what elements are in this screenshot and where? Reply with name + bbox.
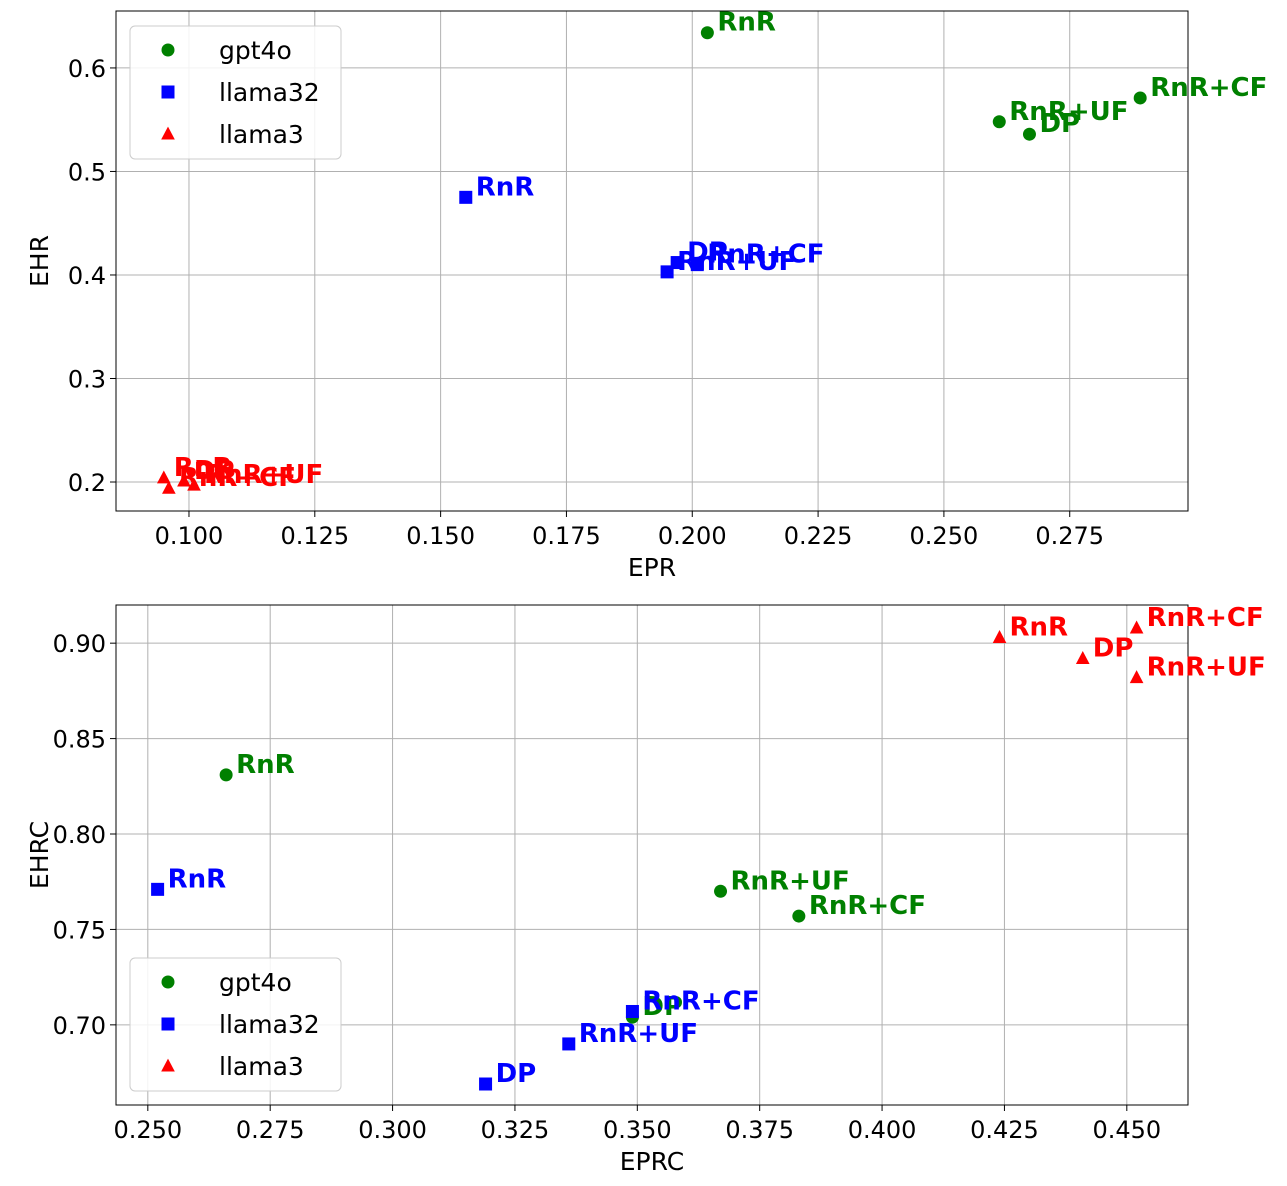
point-label: RnR+CF xyxy=(707,240,824,270)
point-label: RnR+UF xyxy=(579,1019,698,1049)
legend-entry-label: llama3 xyxy=(219,1052,304,1081)
x-tick-label: 0.125 xyxy=(280,522,349,550)
legend-entry-label: gpt4o xyxy=(219,36,292,65)
x-tick-label: 0.400 xyxy=(848,1116,917,1144)
data-point-llama3 xyxy=(177,473,191,487)
point-label: RnR+CF xyxy=(179,463,296,493)
point-label: RnR xyxy=(476,172,535,202)
legend-entry-label: gpt4o xyxy=(219,968,292,997)
legend-marker-llama3 xyxy=(161,126,175,140)
data-point-llama3 xyxy=(187,477,201,491)
point-label: DP xyxy=(642,992,683,1022)
data-point-llama3 xyxy=(1075,651,1090,664)
x-tick-label: 0.350 xyxy=(603,1116,672,1144)
y-tick-label: 0.80 xyxy=(53,821,106,849)
point-label: RnR+UF xyxy=(1009,97,1128,127)
x-tick-label: 0.300 xyxy=(358,1116,427,1144)
legend: gpt4o llama32 llama3 xyxy=(129,957,342,1092)
y-tick-label: 0.85 xyxy=(53,726,106,754)
x-tick-label: 0.250 xyxy=(113,1116,182,1144)
data-point-llama32 xyxy=(670,256,684,270)
point-label: RnR+UF xyxy=(204,460,323,490)
y-axis-label: EHRC xyxy=(25,821,54,889)
data-point-llama32 xyxy=(151,882,165,896)
point-label: RnR+CF xyxy=(1150,73,1267,103)
x-tick-label: 0.325 xyxy=(481,1116,550,1144)
legend-entry-label: llama32 xyxy=(219,1010,320,1039)
x-tick-label: 0.450 xyxy=(1092,1116,1161,1144)
x-tick-label: 0.100 xyxy=(155,522,224,550)
point-label: RnR xyxy=(1010,612,1069,642)
eprc-ehrc-scatter-plot: 0.250 0.275 0.300 0.325 0.350 0.375 0.400 0.425… xyxy=(25,603,1266,1176)
data-point-llama32 xyxy=(479,1077,493,1091)
x-tick-label: 0.250 xyxy=(910,522,979,550)
x-tick-label: 0.275 xyxy=(236,1116,305,1144)
data-point-gpt4o xyxy=(792,909,806,923)
data-point-gpt4o xyxy=(1022,127,1036,141)
legend-marker-gpt4o xyxy=(161,43,175,57)
x-tick-label: 0.425 xyxy=(970,1116,1039,1144)
legend-marker-llama32 xyxy=(161,1017,175,1031)
y-tick-label: 0.6 xyxy=(68,55,106,83)
y-tick-label: 0.75 xyxy=(53,916,106,944)
legend: gpt4o llama32 llama3 xyxy=(129,25,342,160)
legend-box xyxy=(129,957,342,1092)
data-point-gpt4o xyxy=(1133,91,1147,105)
x-tick-label: 0.275 xyxy=(1035,522,1104,550)
data-point-gpt4o xyxy=(992,115,1006,129)
data-point-llama32 xyxy=(625,1004,639,1018)
y-tick-label: 0.3 xyxy=(68,365,106,393)
x-tick-label: 0.375 xyxy=(725,1116,794,1144)
data-point-llama3 xyxy=(156,470,171,484)
plot-frame xyxy=(115,604,1189,1106)
point-label: RnR xyxy=(236,750,295,780)
y-tick-label: 0.2 xyxy=(68,469,106,497)
data-point-gpt4o xyxy=(700,26,714,40)
point-label: RnR+CF xyxy=(642,986,759,1016)
legend-marker-llama32 xyxy=(161,85,175,99)
data-point-llama3 xyxy=(992,630,1007,644)
point-label: RnR+UF xyxy=(1147,653,1266,683)
plot-frame xyxy=(115,10,1189,512)
data-point-llama3 xyxy=(1129,670,1144,684)
x-tick-label: 0.225 xyxy=(784,522,853,550)
data-point-gpt4o xyxy=(219,768,233,782)
y-tick-label: 0.90 xyxy=(53,630,106,658)
point-label: DP xyxy=(496,1059,537,1089)
legend-entry-label: llama3 xyxy=(219,120,304,149)
data-point-llama32 xyxy=(660,265,674,279)
point-label: RnR xyxy=(717,8,776,38)
x-axis-label: EPR xyxy=(628,553,676,582)
legend-entry-label: llama32 xyxy=(219,78,320,107)
x-tick-label: 0.150 xyxy=(406,522,475,550)
legend-marker-gpt4o xyxy=(161,975,175,989)
data-point-llama32 xyxy=(562,1037,576,1051)
point-label: DP xyxy=(1093,633,1134,663)
point-label: RnR+CF xyxy=(1147,603,1264,633)
legend-marker-llama3 xyxy=(161,1058,175,1072)
epr-ehr-scatter-plot: 0.100 0.125 0.150 0.175 0.200 0.225 0.250 0.275… xyxy=(25,8,1267,582)
x-tick-label: 0.200 xyxy=(658,522,727,550)
y-tick-label: 0.70 xyxy=(53,1012,106,1040)
point-label: RnR+CF xyxy=(809,891,926,921)
data-point-llama3 xyxy=(162,480,176,494)
point-label: RnR+UF xyxy=(731,866,850,896)
point-label: RnR xyxy=(168,864,227,894)
point-label: DP xyxy=(194,456,235,486)
y-tick-label: 0.5 xyxy=(68,158,106,186)
data-point-llama32 xyxy=(690,258,704,272)
y-axis-label: EHR xyxy=(25,235,54,287)
legend-box xyxy=(129,25,342,160)
y-tick-label: 0.4 xyxy=(68,262,106,290)
x-axis-label: EPRC xyxy=(620,1147,684,1176)
data-point-gpt4o xyxy=(714,884,728,898)
point-label: DP xyxy=(1039,109,1080,139)
data-point-llama32 xyxy=(459,190,473,204)
data-point-llama3 xyxy=(1129,620,1144,634)
x-tick-label: 0.175 xyxy=(532,522,601,550)
point-label: RnR+UF xyxy=(677,247,796,277)
